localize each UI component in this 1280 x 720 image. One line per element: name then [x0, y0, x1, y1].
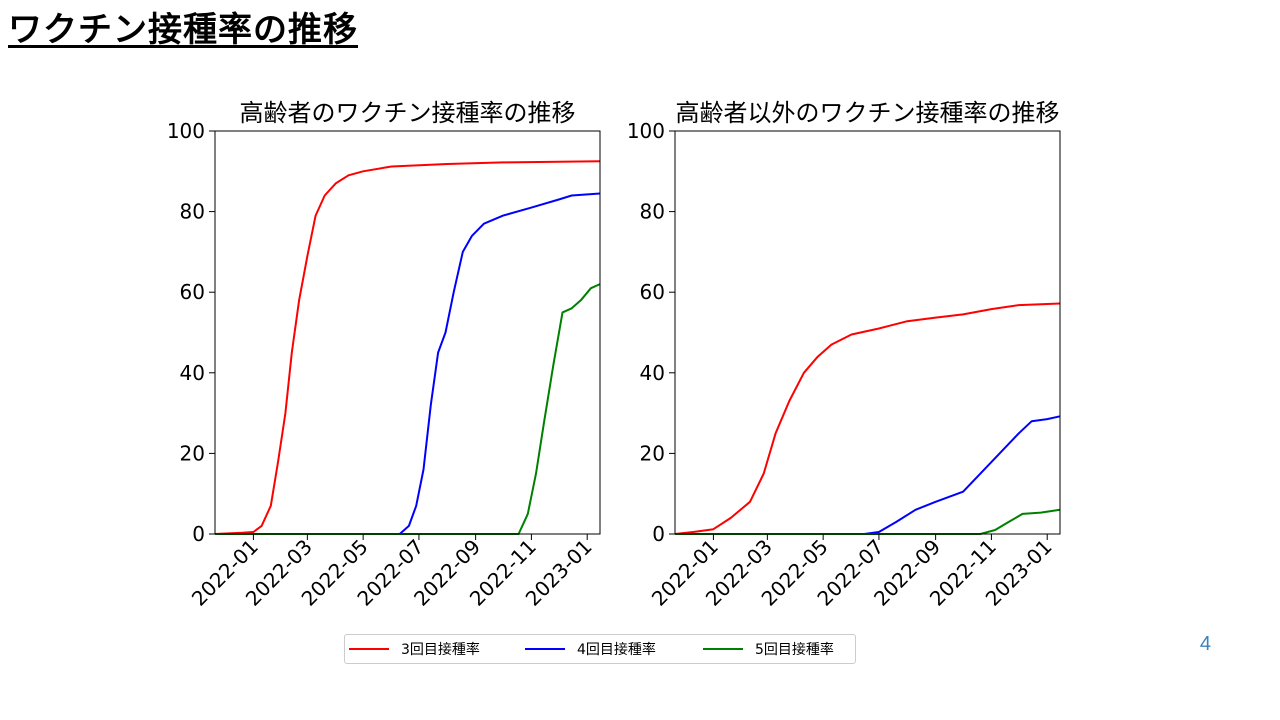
series-line-non-elderly-3th-dose	[674, 302, 1061, 535]
series-line-non-elderly-5th-dose	[675, 508, 1061, 535]
series-line-elderly-4th-dose	[215, 192, 601, 535]
y-tick-label-non-elderly-0: 0	[652, 522, 665, 546]
y-tick-label-elderly-20: 20	[180, 441, 205, 465]
y-tick-label-elderly-40: 40	[180, 361, 205, 385]
legend-swatch-4th-dose	[525, 648, 565, 650]
series-line-non-elderly-4th-dose	[675, 415, 1061, 535]
y-tick-label-non-elderly-100: 100	[627, 119, 665, 143]
y-tick-label-non-elderly-80: 80	[640, 200, 665, 224]
plot-frame-elderly	[214, 130, 601, 535]
slide-title: ワクチン接種率の推移	[8, 10, 358, 50]
legend-swatch-5th-dose	[703, 648, 743, 650]
y-tick-label-elderly-60: 60	[180, 280, 205, 304]
legend-label-3rd-dose: 3回目接種率	[401, 642, 480, 658]
legend-item-5th-dose: 5回目接種率	[703, 635, 834, 663]
chart-title-elderly: 高齢者のワクチン接種率の推移	[240, 99, 576, 127]
legend-label-4th-dose: 4回目接種率	[577, 642, 656, 658]
legend-item-4th-dose: 4回目接種率	[525, 635, 656, 663]
y-tick-label-elderly-100: 100	[167, 119, 205, 143]
chart-legend: 3回目接種率 4回目接種率 5回目接種率	[344, 634, 856, 664]
y-tick-label-elderly-0: 0	[192, 522, 205, 546]
page-number: 4	[1199, 633, 1211, 655]
series-line-elderly-5th-dose	[215, 283, 601, 535]
legend-item-3rd-dose: 3回目接種率	[349, 635, 480, 663]
y-tick-label-non-elderly-20: 20	[640, 441, 665, 465]
y-tick-label-elderly-80: 80	[180, 200, 205, 224]
legend-label-5th-dose: 5回目接種率	[755, 642, 834, 658]
y-tick-label-non-elderly-40: 40	[640, 361, 665, 385]
y-tick-label-non-elderly-60: 60	[640, 280, 665, 304]
plot-frame-non-elderly	[674, 130, 1061, 535]
legend-swatch-3rd-dose	[349, 648, 389, 650]
series-line-elderly-3th-dose	[214, 160, 601, 535]
chart-title-non-elderly: 高齢者以外のワクチン接種率の推移	[676, 99, 1060, 127]
